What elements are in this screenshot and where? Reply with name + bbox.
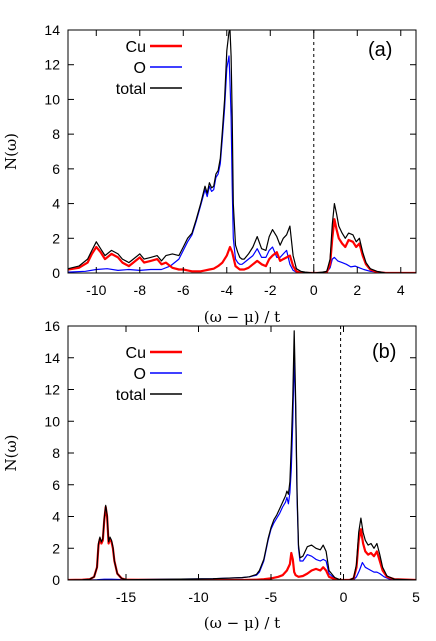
y-tick-label: 14 [44,350,60,366]
y-tick-label: 10 [44,91,60,107]
y-axis-label: N(ω) [2,133,20,170]
legend-label-o: O [134,366,146,383]
legend-label-total: total [116,81,146,98]
series-line-total [68,30,416,273]
x-tick-label: -2 [264,282,277,298]
x-tick-label: -10 [86,282,106,298]
y-axis-label: N(ω) [2,434,20,471]
x-tick-label: 0 [340,589,348,605]
x-axis-label: (ω − μ) / t [204,614,280,632]
x-axis-label: (ω − μ) / t [204,308,280,326]
y-tick-label: 8 [52,445,60,461]
y-tick-label: 4 [52,509,60,525]
y-tick-label: 12 [44,382,60,398]
series-line-total [68,330,416,580]
y-tick-label: 2 [52,540,60,556]
x-tick-label: -15 [116,589,136,605]
series-line-o [68,55,416,273]
x-tick-label: 5 [412,589,420,605]
legend-label-total: total [116,387,146,404]
panel-b: -15 -10 -5 0 5 0 2 4 6 8 10 12 14 16 (ω − μ) / t N(ω) (b… [2,318,420,632]
y-tick-label: 12 [44,57,60,73]
panel-label: (b) [372,341,396,363]
y-tick-label: 2 [52,230,60,246]
y-tick-label: 16 [44,318,60,334]
x-tick-label: -6 [177,282,190,298]
panel-label: (a) [368,39,392,61]
legend-label-cu: Cu [126,39,146,56]
y-tick-label: 14 [44,22,60,38]
series-line-cu [68,218,416,273]
y-tick-label: 8 [52,126,60,142]
y-tick-label: 6 [52,477,60,493]
x-tick-label: 2 [353,282,361,298]
plot-frame [67,29,417,274]
x-tick-label: -8 [134,282,147,298]
panel-a: -10 -8 -6 -4 -2 0 2 4 0 2 4 6 8 10 12 14 (ω − μ) / t N(ω)… [2,22,417,326]
legend-label-cu: Cu [126,345,146,362]
y-tick-label: 0 [52,572,60,588]
y-tick-label: 10 [44,413,60,429]
x-tick-label: 0 [310,282,318,298]
y-tick-label: 0 [52,265,60,281]
y-tick-label: 6 [52,161,60,177]
y-tick-label: 4 [52,196,60,212]
x-tick-label: -10 [188,589,208,605]
series-line-cu [68,505,416,580]
x-tick-label: -4 [221,282,234,298]
x-tick-label: -5 [265,589,278,605]
x-tick-label: 4 [397,282,405,298]
legend-label-o: O [134,60,146,77]
